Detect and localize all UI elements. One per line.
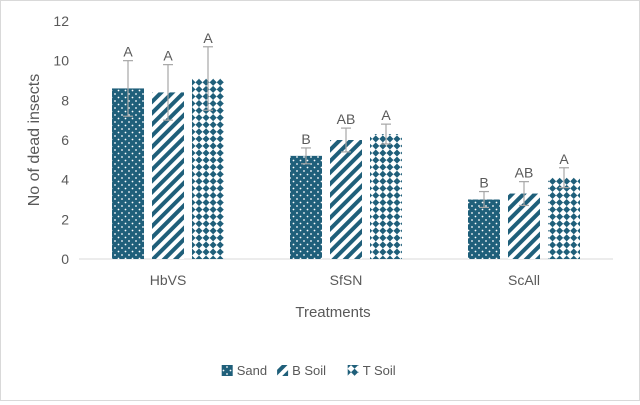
significance-letter: A: [163, 48, 173, 64]
bar-t-soil: [548, 177, 580, 259]
significance-letter: AB: [337, 111, 356, 127]
y-tick-label: 12: [53, 13, 69, 29]
bar-sand: [112, 88, 144, 259]
legend-swatch-b-soil: [277, 365, 289, 376]
significance-letter: AB: [515, 165, 534, 181]
x-tick-label: SfSN: [330, 272, 363, 288]
y-tick-label: 2: [61, 211, 69, 227]
legend-swatch-t-soil: [347, 365, 359, 376]
legend-label: T Soil: [363, 363, 396, 378]
legend: Sand B Soil T Soil: [221, 363, 396, 378]
bar-sand: [290, 155, 322, 259]
x-tick-label: HbVS: [150, 272, 187, 288]
significance-letter: A: [123, 44, 133, 60]
x-axis-title: Treatments: [295, 304, 370, 321]
significance-letter: A: [203, 30, 213, 46]
significance-letter: B: [479, 175, 488, 191]
error-bars-group: [123, 46, 569, 209]
legend-label: Sand: [237, 363, 267, 378]
significance-letter: B: [301, 131, 310, 147]
significance-letter: A: [381, 107, 391, 123]
y-tick-label: 8: [61, 92, 69, 108]
legend-swatch-sand: [221, 365, 233, 376]
bar-sand: [468, 199, 500, 259]
bar-t-soil: [370, 134, 402, 259]
y-tick-label: 0: [61, 251, 69, 267]
bars-group: [112, 78, 580, 260]
y-axis-title: No of dead insects: [26, 74, 43, 207]
x-tick-label: ScAll: [508, 272, 540, 288]
legend-label: B Soil: [292, 363, 326, 378]
x-axis-ticks: HbVS SfSN ScAll: [150, 272, 540, 288]
y-axis-ticks: 0 2 4 6 8 10 12: [53, 13, 69, 267]
y-tick-label: 4: [61, 172, 69, 188]
bar-b-soil: [330, 140, 362, 259]
y-tick-label: 6: [61, 132, 69, 148]
y-tick-label: 10: [53, 53, 69, 69]
significance-letter: A: [559, 151, 569, 167]
